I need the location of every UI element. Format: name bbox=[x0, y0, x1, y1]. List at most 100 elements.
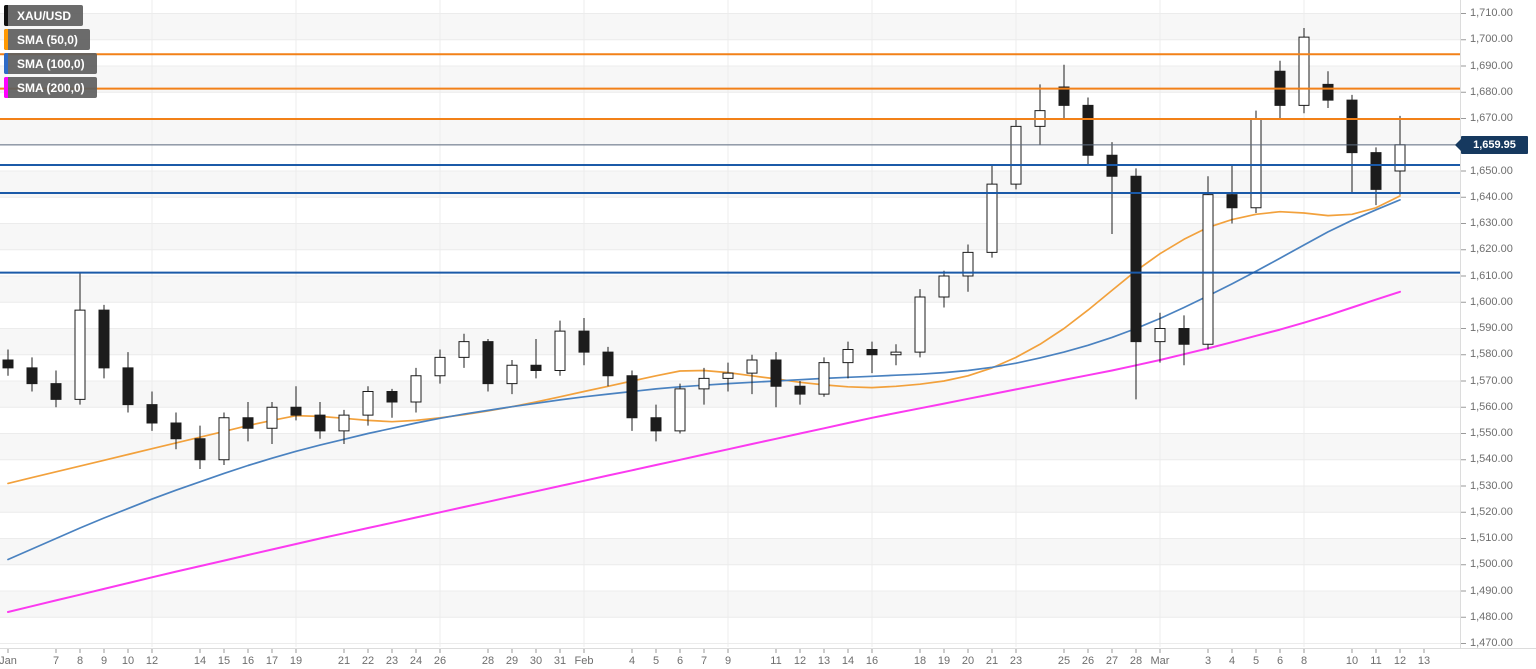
candle-body bbox=[74, 309, 86, 400]
candle-body bbox=[794, 385, 806, 395]
candle-body bbox=[770, 359, 782, 387]
candle-body bbox=[1154, 328, 1166, 343]
x-axis-label: 27 bbox=[1105, 655, 1119, 667]
candle-body bbox=[1346, 99, 1358, 154]
x-axis-label: 14 bbox=[841, 655, 855, 667]
candle-body bbox=[362, 391, 374, 416]
x-axis-label: Mar bbox=[1150, 655, 1170, 667]
x-axis-label: 4 bbox=[628, 655, 636, 667]
x-axis-label: 20 bbox=[961, 655, 975, 667]
candle-body bbox=[818, 362, 830, 395]
x-axis-label: 16 bbox=[241, 655, 255, 667]
x-axis-label: 13 bbox=[817, 655, 831, 667]
y-axis-label: 1,690.00 bbox=[1470, 59, 1513, 72]
x-axis-label: 6 bbox=[676, 655, 684, 667]
y-axis-label: 1,610.00 bbox=[1470, 269, 1513, 282]
y-axis-label: 1,590.00 bbox=[1470, 322, 1513, 334]
candle-body bbox=[122, 367, 134, 406]
y-axis-label: 1,530.00 bbox=[1470, 479, 1513, 492]
candle-body bbox=[266, 406, 278, 429]
price-band bbox=[0, 328, 1460, 355]
y-axis-label: 1,650.00 bbox=[1470, 164, 1513, 177]
candle-body bbox=[314, 414, 326, 432]
y-axis-label: 1,640.00 bbox=[1470, 190, 1513, 203]
symbol-color-chip bbox=[4, 5, 8, 26]
symbol-label: XAU/USD bbox=[17, 8, 72, 23]
x-axis-label: 26 bbox=[1081, 655, 1095, 667]
candle-body bbox=[242, 417, 254, 429]
candle-body bbox=[890, 351, 902, 356]
x-axis-label: 8 bbox=[1300, 655, 1308, 667]
candle-body bbox=[602, 351, 614, 377]
sma200-color-chip bbox=[4, 77, 8, 98]
price-band bbox=[0, 433, 1460, 460]
y-axis-label: 1,670.00 bbox=[1470, 112, 1513, 124]
candle-body bbox=[1298, 36, 1310, 106]
y-axis-label: 1,510.00 bbox=[1470, 532, 1513, 544]
x-axis-label: 16 bbox=[865, 655, 879, 667]
y-axis-label: 1,470.00 bbox=[1470, 637, 1513, 649]
candle-body bbox=[674, 388, 686, 432]
candle-body bbox=[1058, 86, 1070, 106]
candle-body bbox=[698, 377, 710, 390]
y-axis-label: 1,700.00 bbox=[1470, 33, 1513, 46]
candle-body bbox=[626, 375, 638, 419]
price-band bbox=[0, 276, 1460, 303]
candle-body bbox=[482, 341, 494, 385]
x-axis-label: 26 bbox=[433, 655, 447, 667]
candle-body bbox=[722, 372, 734, 379]
candle-body bbox=[530, 364, 542, 371]
x-axis-label: 19 bbox=[937, 655, 951, 667]
x-axis-label: 23 bbox=[1009, 655, 1023, 667]
candle-body bbox=[506, 364, 518, 385]
y-axis-label: 1,550.00 bbox=[1470, 427, 1513, 439]
legend-item-sma100[interactable]: SMA (100,0) bbox=[4, 53, 97, 74]
legend-item-symbol[interactable]: XAU/USD bbox=[4, 5, 84, 26]
current-price-badge: 1,659.95 bbox=[1455, 135, 1528, 154]
candle-body bbox=[1322, 83, 1334, 101]
price-band bbox=[0, 13, 1460, 40]
x-axis-label: 12 bbox=[145, 655, 159, 667]
x-axis-label: 11 bbox=[770, 655, 782, 667]
sma100-label: SMA (100,0) bbox=[17, 56, 85, 71]
candle-body bbox=[650, 417, 662, 432]
x-axis-label: 30 bbox=[529, 655, 543, 667]
candle-body bbox=[1394, 144, 1406, 172]
candle-body bbox=[842, 349, 854, 364]
y-axis-label: 1,480.00 bbox=[1470, 610, 1513, 623]
candle-body bbox=[1202, 194, 1214, 345]
x-axis-label: 13 bbox=[1417, 655, 1431, 667]
x-axis-label: Jan bbox=[0, 655, 17, 667]
x-axis-label: 21 bbox=[337, 655, 351, 667]
x-axis-label: 6 bbox=[1276, 655, 1284, 667]
candle-body bbox=[194, 438, 206, 461]
x-axis-label: 10 bbox=[121, 655, 135, 667]
y-axis-label: 1,490.00 bbox=[1470, 584, 1513, 597]
chart-legend: XAU/USD SMA (50,0) SMA (100,0) SMA (200,… bbox=[4, 5, 97, 98]
sma-line-SMA2000 bbox=[7, 290, 1401, 613]
x-axis-label: 12 bbox=[1393, 655, 1407, 667]
y-axis-label: 1,710.00 bbox=[1470, 7, 1513, 19]
candle-body bbox=[98, 309, 110, 369]
legend-item-sma200[interactable]: SMA (200,0) bbox=[4, 77, 97, 98]
y-axis-label: 1,580.00 bbox=[1470, 348, 1513, 361]
x-axis-label: 7 bbox=[52, 655, 60, 667]
y-axis-label: 1,620.00 bbox=[1470, 243, 1513, 256]
x-axis-label: 7 bbox=[700, 655, 708, 667]
y-axis-label: 1,540.00 bbox=[1470, 453, 1513, 466]
legend-item-sma50[interactable]: SMA (50,0) bbox=[4, 29, 90, 50]
x-axis-label: 14 bbox=[193, 655, 207, 667]
candle-body bbox=[938, 275, 950, 298]
candle-body bbox=[290, 406, 302, 416]
y-axis-label: 1,680.00 bbox=[1470, 85, 1513, 98]
x-axis-label: 3 bbox=[1204, 655, 1212, 667]
candle-body bbox=[1226, 194, 1238, 209]
candle-body bbox=[1082, 104, 1094, 156]
candle-body bbox=[986, 183, 998, 253]
candle-body bbox=[1178, 328, 1190, 345]
x-axis-label: 29 bbox=[505, 655, 519, 667]
x-axis-label: 17 bbox=[265, 655, 279, 667]
x-axis-label: 28 bbox=[1129, 655, 1143, 667]
